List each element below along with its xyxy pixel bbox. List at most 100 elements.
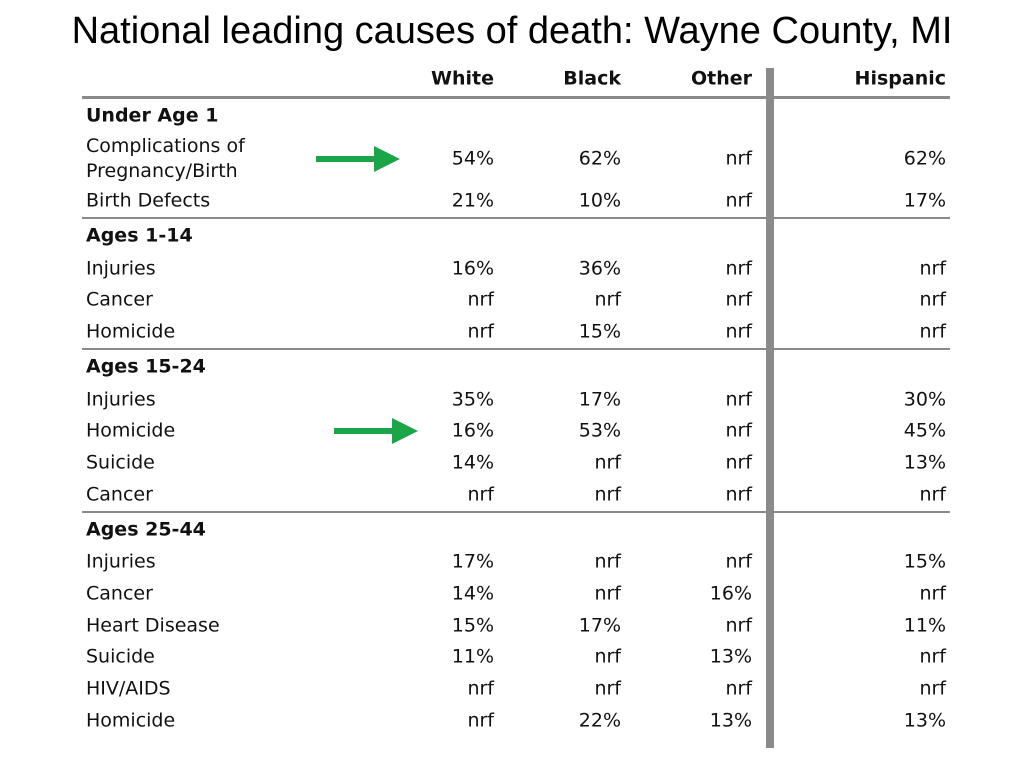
cause-label: Homicide <box>86 419 176 442</box>
value-hispanic: 45% <box>903 419 946 442</box>
section-title: Ages 1-14 <box>86 224 193 247</box>
value-white: nrf <box>467 709 494 732</box>
table-row: Homicide nrf 15% nrf nrf <box>82 316 950 348</box>
table-row: Suicide 11% nrf 13% nrf <box>82 642 950 674</box>
table-row: Birth Defects 21% 10% nrf 17% <box>82 185 950 217</box>
value-other: nrf <box>725 320 752 343</box>
cause-label: Suicide <box>86 451 155 474</box>
table-row: Homicide nrf 22% 13% 13% <box>82 705 950 737</box>
table-row: Injuries 16% 36% nrf nrf <box>82 253 950 285</box>
value-black: nrf <box>594 677 621 700</box>
value-other: 13% <box>709 709 752 732</box>
column-header-hispanic: Hispanic <box>854 67 946 90</box>
column-divider <box>766 68 774 748</box>
section-title: Ages 15-24 <box>86 355 206 378</box>
table-row: Cancer nrf nrf nrf nrf <box>82 284 950 316</box>
value-white: 17% <box>451 550 494 573</box>
value-hispanic: 13% <box>903 709 946 732</box>
cause-label: Cancer <box>86 288 153 311</box>
value-hispanic: nrf <box>919 320 946 343</box>
value-hispanic: nrf <box>919 677 946 700</box>
value-white: 35% <box>451 388 494 411</box>
section-title: Ages 25-44 <box>86 518 206 540</box>
value-white: 16% <box>451 257 494 280</box>
cause-label: Heart Disease <box>86 614 220 637</box>
table-row: Complications of Pregnancy/Birth 54% 62% nr… <box>82 133 950 185</box>
cause-label: Birth Defects <box>86 189 211 212</box>
causes-of-death-table: White Black Other Hispanic Under Age 1 Co… <box>82 62 950 748</box>
value-black: 53% <box>578 419 621 442</box>
value-other: 16% <box>709 582 752 605</box>
value-white: 15% <box>451 614 494 637</box>
value-other: nrf <box>725 388 752 411</box>
value-other: nrf <box>725 419 752 442</box>
value-white: 21% <box>451 189 494 212</box>
value-other: nrf <box>725 677 752 700</box>
table-row: HIV/AIDS nrf nrf nrf nrf <box>82 673 950 705</box>
table-row: Homicide 16% 53% nrf 45% <box>82 415 950 447</box>
value-hispanic: 13% <box>903 451 946 474</box>
table-header-row: White Black Other Hispanic <box>82 62 950 99</box>
value-hispanic: 17% <box>903 189 946 212</box>
section-header-row: Ages 15-24 <box>82 347 950 384</box>
value-white: 14% <box>451 582 494 605</box>
value-black: 15% <box>578 320 621 343</box>
value-other: nrf <box>725 257 752 280</box>
cause-label: Injuries <box>86 550 156 573</box>
value-black: 17% <box>578 614 621 637</box>
column-header-white: White <box>431 67 494 90</box>
value-other: 13% <box>709 645 752 668</box>
section-title: Under Age 1 <box>86 104 219 127</box>
cause-label: Cancer <box>86 582 153 605</box>
value-other: nrf <box>725 189 752 212</box>
value-other: nrf <box>725 550 752 573</box>
value-hispanic: 30% <box>903 388 946 411</box>
cause-label: Injuries <box>86 388 156 411</box>
value-white: 54% <box>451 147 494 170</box>
value-black: nrf <box>594 451 621 474</box>
value-black: 36% <box>578 257 621 280</box>
cause-label: Complications of Pregnancy/Birth <box>86 135 245 182</box>
value-other: nrf <box>725 614 752 637</box>
table-row: Injuries 17% nrf nrf 15% <box>82 547 950 579</box>
cause-label: HIV/AIDS <box>86 677 171 700</box>
section-header-row: Under Age 1 <box>82 99 950 133</box>
value-black: 17% <box>578 388 621 411</box>
table-row: Heart Disease 15% 17% nrf 11% <box>82 610 950 642</box>
column-header-other: Other <box>690 67 752 90</box>
value-hispanic: 15% <box>903 550 946 573</box>
table-row: Cancer nrf nrf nrf nrf <box>82 479 950 511</box>
value-black: nrf <box>594 288 621 311</box>
value-hispanic: nrf <box>919 288 946 311</box>
value-white: nrf <box>467 483 494 506</box>
section-header-row: Ages 1-14 <box>82 216 950 253</box>
page-title: National leading causes of death: Wayne … <box>71 10 953 52</box>
section-header-row: Ages 25-44 <box>82 510 950 547</box>
cause-label: Homicide <box>86 709 176 732</box>
value-white: 11% <box>451 645 494 668</box>
value-other: nrf <box>725 483 752 506</box>
table-row: Cancer 14% nrf 16% nrf <box>82 578 950 610</box>
green-arrow-icon <box>334 418 418 445</box>
value-hispanic: nrf <box>919 257 946 280</box>
value-white: 14% <box>451 451 494 474</box>
cause-label: Homicide <box>86 320 176 343</box>
value-hispanic: nrf <box>919 645 946 668</box>
value-hispanic: 11% <box>903 614 946 637</box>
value-white: 16% <box>451 419 494 442</box>
value-other: nrf <box>725 288 752 311</box>
column-header-black: Black <box>563 67 621 90</box>
value-black: nrf <box>594 483 621 506</box>
value-hispanic: nrf <box>919 582 946 605</box>
table-row: Suicide 14% nrf nrf 13% <box>82 447 950 479</box>
value-hispanic: 62% <box>903 147 946 170</box>
value-other: nrf <box>725 451 752 474</box>
value-hispanic: nrf <box>919 483 946 506</box>
value-white: nrf <box>467 320 494 343</box>
table-row: Injuries 35% 17% nrf 30% <box>82 384 950 416</box>
value-black: nrf <box>594 550 621 573</box>
cause-label: Cancer <box>86 483 153 506</box>
green-arrow-icon <box>316 146 400 172</box>
value-other: nrf <box>725 147 752 170</box>
cause-label: Suicide <box>86 645 155 668</box>
